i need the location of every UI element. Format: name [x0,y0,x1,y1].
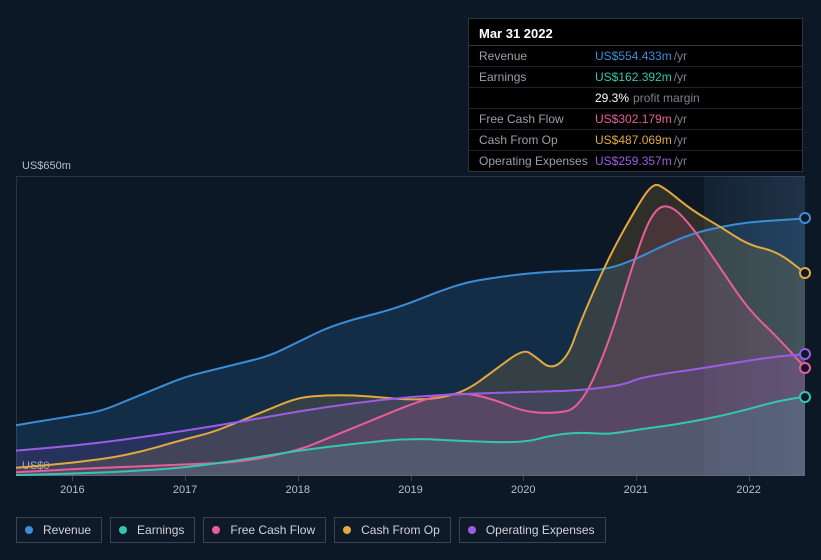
series-end-marker-operating_expenses [799,348,811,360]
legend-swatch [25,526,33,534]
series-end-marker-revenue [799,212,811,224]
x-axis-label: 2021 [624,484,648,496]
tooltip-row: EarningsUS$162.392m /yr [469,67,802,88]
financial-chart: Mar 31 2022 RevenueUS$554.433m /yrEarnin… [0,0,821,560]
legend-item-revenue[interactable]: Revenue [16,517,102,543]
tooltip-row: Free Cash FlowUS$302.179m /yr [469,109,802,130]
legend-label: Operating Expenses [486,523,595,537]
legend-swatch [119,526,127,534]
tooltip-row-value: US$162.392m [595,70,672,84]
legend-item-cash_from_op[interactable]: Cash From Op [334,517,451,543]
y-axis-label-max: US$650m [22,160,71,172]
chart-legend: Revenue Earnings Free Cash Flow Cash From O… [16,517,606,543]
tooltip-row-value: US$302.179m [595,112,672,126]
tooltip-row-value: US$554.433m [595,49,672,63]
tooltip-row-unit: /yr [674,154,687,168]
legend-label: Free Cash Flow [230,523,315,537]
x-tick [749,476,750,481]
tooltip-row-value: 29.3% [595,91,629,105]
legend-swatch [212,526,220,534]
legend-swatch [468,526,476,534]
series-end-marker-free_cash_flow [799,362,811,374]
tooltip-row-unit: /yr [674,70,687,84]
tooltip-row: RevenueUS$554.433m /yr [469,46,802,67]
series-end-marker-cash_from_op [799,267,811,279]
legend-label: Cash From Op [361,523,440,537]
legend-item-operating_expenses[interactable]: Operating Expenses [459,517,606,543]
tooltip-row-margin-label: profit margin [633,91,700,105]
legend-label: Revenue [43,523,91,537]
tooltip-row-value: US$487.069m [595,133,672,147]
x-tick [411,476,412,481]
legend-label: Earnings [137,523,184,537]
legend-item-free_cash_flow[interactable]: Free Cash Flow [203,517,326,543]
tooltip-row: 29.3% profit margin [469,88,802,109]
x-axis-label: 2016 [60,484,84,496]
tooltip-date: Mar 31 2022 [469,19,802,46]
tooltip-row-unit: /yr [674,112,687,126]
tooltip-row-unit: /yr [674,133,687,147]
tooltip-row-unit: /yr [674,49,687,63]
legend-swatch [343,526,351,534]
tooltip-row-label: Revenue [479,49,595,63]
tooltip-row-label: Free Cash Flow [479,112,595,126]
tooltip-row-label: Operating Expenses [479,154,595,168]
x-axis-label: 2018 [286,484,310,496]
x-tick [523,476,524,481]
x-tick [72,476,73,481]
tooltip-row-label: Earnings [479,70,595,84]
x-tick [185,476,186,481]
x-axis-label: 2017 [173,484,197,496]
x-tick [298,476,299,481]
chart-tooltip: Mar 31 2022 RevenueUS$554.433m /yrEarnin… [468,18,803,172]
x-axis-labels: 2016 2017 2018 2019 2020 2021 2022 [16,484,805,500]
x-axis-label: 2022 [736,484,760,496]
series-end-marker-earnings [799,391,811,403]
tooltip-row-value: US$259.357m [595,154,672,168]
x-axis-label: 2020 [511,484,535,496]
tooltip-row: Operating ExpensesUS$259.357m /yr [469,151,802,171]
x-axis-label: 2019 [398,484,422,496]
tooltip-row-label: Cash From Op [479,133,595,147]
tooltip-row: Cash From OpUS$487.069m /yr [469,130,802,151]
chart-svg [16,176,805,476]
x-tick [636,476,637,481]
legend-item-earnings[interactable]: Earnings [110,517,195,543]
